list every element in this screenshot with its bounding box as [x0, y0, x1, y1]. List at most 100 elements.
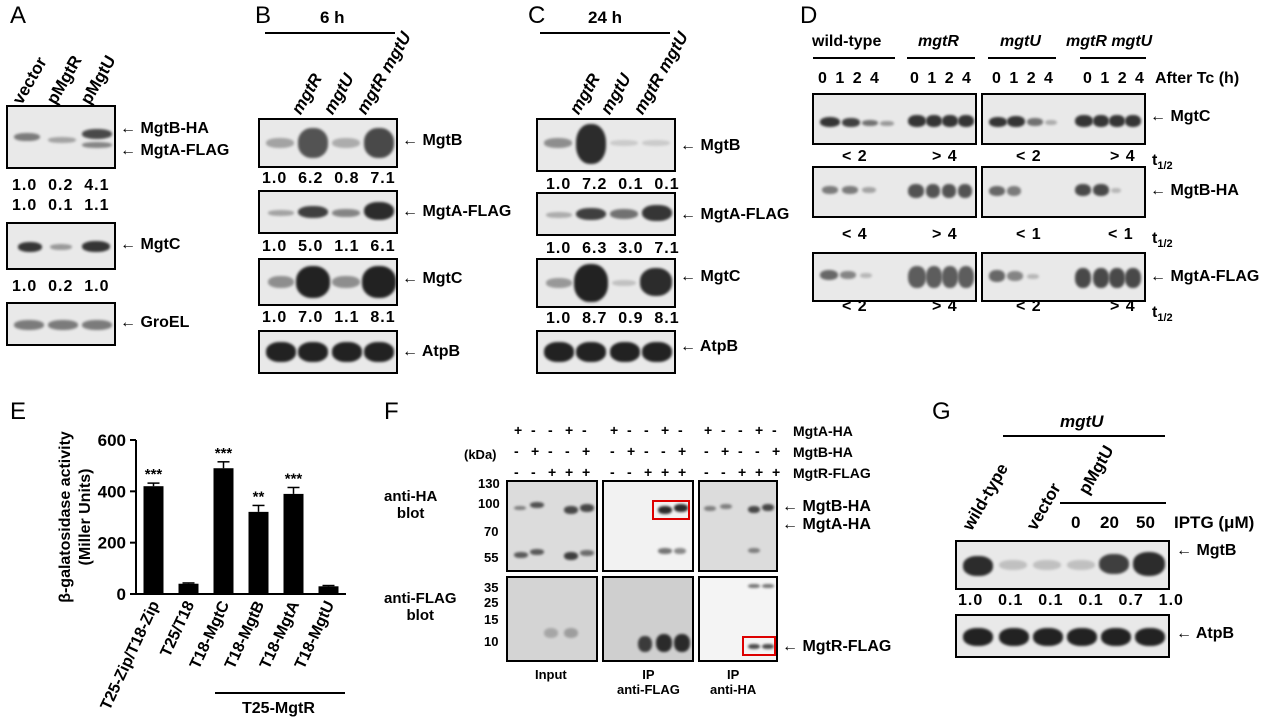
half-life: < 2: [842, 298, 868, 315]
t-half-label: t1/2: [1152, 152, 1173, 173]
blot-b-atpb: [258, 330, 398, 374]
strain-bar: [988, 57, 1056, 59]
quant-row: 1.0 8.7 0.9 8.1: [546, 310, 680, 327]
label-mgta-flag: ← MgtA-FLAG: [402, 203, 512, 220]
iptg-label: IPTG (μM): [1174, 513, 1255, 532]
sign-cell: +: [772, 464, 781, 480]
label-atpb: ← AtpB: [680, 338, 739, 355]
blot-f-ipha-flag: [698, 576, 778, 662]
lane-label: vector: [1022, 479, 1065, 534]
iptg-val: 0: [1071, 513, 1081, 532]
group-bar: [215, 692, 345, 694]
marker: 100: [478, 496, 500, 511]
blot-b-mgtc: [258, 258, 398, 306]
label-atpb: ← AtpB: [402, 343, 461, 360]
sign-cell: +: [721, 443, 730, 459]
lane-label: mgtR: [565, 70, 604, 118]
half-life: < 1: [1016, 226, 1042, 243]
time-label: 24 h: [588, 8, 623, 27]
sign-cell: +: [610, 422, 619, 438]
sign-cell: -: [531, 422, 536, 438]
blot-f-ipha-ha: [698, 480, 778, 572]
time-label: 6 h: [320, 8, 345, 27]
lane-label: mgtR mgtU: [629, 28, 692, 118]
after-tc-label: After Tc (h): [1155, 70, 1240, 87]
label-mgta-flag: ← MgtA-FLAG: [680, 206, 790, 223]
row-label-mgtb-ha: MgtB-HA: [793, 444, 853, 460]
sign-cell: +: [772, 443, 781, 459]
sign-cell: +: [548, 464, 557, 480]
label-mgtc: ← MgtC: [680, 268, 741, 285]
label-mgtc: ← MgtC: [402, 270, 463, 287]
iptg-val: 50: [1136, 513, 1155, 532]
blot-c-atpb: [536, 330, 676, 374]
sign-cell: -: [644, 422, 649, 438]
blot-a-groel: [6, 302, 116, 346]
sign-cell: +: [678, 443, 687, 459]
bar: [318, 586, 339, 594]
blot-f-ipflag-ha: [602, 480, 694, 572]
blot-a-mgtc: [6, 222, 116, 270]
sign-cell: -: [738, 443, 743, 459]
significance-label: ***: [145, 466, 163, 483]
label-mgtr-flag: ← MgtR-FLAG: [782, 638, 892, 655]
x-tick-label: T25/T18: [158, 598, 199, 659]
sign-cell: -: [704, 464, 709, 480]
marker: 35: [484, 580, 499, 595]
sign-cell: -: [678, 422, 683, 438]
strain-bar: [907, 57, 975, 59]
sign-cell: -: [627, 464, 632, 480]
pmgtu-bar: [1060, 502, 1166, 504]
bar: [213, 468, 234, 594]
marker: 10: [484, 634, 499, 649]
highlight-box: [652, 500, 690, 520]
sign-cell: -: [610, 464, 615, 480]
quant-row: 1.0 0.2 4.1: [12, 177, 110, 194]
label-mgta-ha: ← MgtA-HA: [782, 516, 871, 533]
blot-g-mgtb: [955, 540, 1170, 590]
label-mgtc: ← MgtC: [1150, 108, 1211, 125]
half-life: > 4: [932, 298, 958, 315]
sign-cell: -: [644, 443, 649, 459]
blot-f-input-flag: [506, 576, 598, 662]
quant-row: 1.0 6.2 0.8 7.1: [262, 170, 396, 187]
sign-cell: +: [661, 422, 670, 438]
significance-label: ***: [285, 470, 303, 487]
sign-cell: -: [755, 443, 760, 459]
half-life: < 1: [1108, 226, 1134, 243]
highlight-box: [742, 636, 776, 656]
lane-label: mgtU: [596, 70, 635, 118]
blot-c-mgtc: [536, 258, 676, 308]
label-mgtb: ← MgtB: [1176, 542, 1237, 559]
strain-label: mgtR: [918, 33, 959, 50]
panel-label-c: C: [528, 2, 546, 29]
sign-cell: -: [721, 464, 726, 480]
label-mgtb-ha: ← MgtB-HA: [120, 120, 209, 137]
group-label: T25-MgtR: [242, 700, 315, 717]
quant-row: 1.0 0.1 0.1 0.1 0.7 1.0: [958, 592, 1184, 609]
quant-row: 1.0 7.2 0.1 0.1: [546, 176, 680, 193]
sign-cell: -: [514, 464, 519, 480]
panel-label-g: G: [932, 398, 951, 425]
quant-row: 1.0 7.0 1.1 8.1: [262, 309, 396, 326]
blot-d-mgta-left: [812, 252, 977, 302]
sign-cell: -: [721, 422, 726, 438]
strain-bar: [813, 57, 895, 59]
bar: [248, 511, 269, 594]
bar: [143, 486, 164, 594]
iptg-val: 20: [1100, 513, 1119, 532]
quant-row: 1.0 6.3 3.0 7.1: [546, 240, 680, 257]
sign-cell: -: [548, 443, 553, 459]
blot-label-anti-flag: anti-FLAG blot: [384, 590, 457, 624]
quant-row: 1.0 0.1 1.1: [12, 197, 110, 214]
panel-label-b: B: [255, 2, 272, 29]
blot-c-mgtb: [536, 118, 676, 172]
group-ip-ha: IP anti-HA: [710, 667, 757, 697]
sign-cell: +: [661, 464, 670, 480]
kda-label: (kDa): [464, 447, 497, 462]
label-mgtb-ha: ← MgtB-HA: [1150, 182, 1239, 199]
row-label-mgta-ha: MgtA-HA: [793, 423, 853, 439]
lane-label: mgtU: [319, 70, 358, 118]
label-mgtc: ← MgtC: [120, 236, 181, 253]
significance-label: **: [253, 488, 265, 505]
